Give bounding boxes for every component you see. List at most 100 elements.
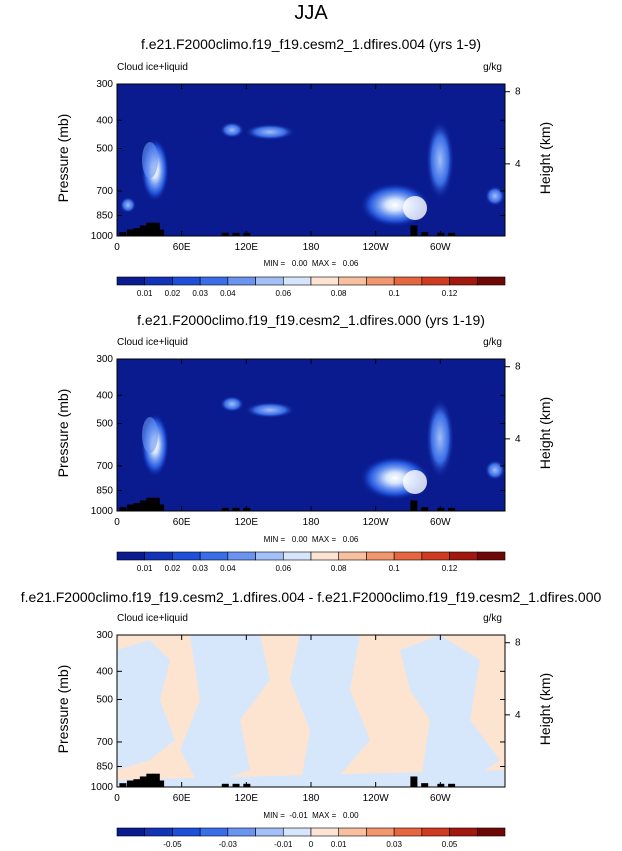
pressure-tick-label: 1000 <box>91 782 114 793</box>
longitude-tick-label: 60W <box>430 242 451 253</box>
longitude-tick-label: 180 <box>303 517 320 528</box>
terrain-bar <box>157 229 165 236</box>
colorbar-swatch <box>282 276 312 286</box>
colorbar-swatch <box>227 276 256 286</box>
terrain-bar <box>119 507 127 511</box>
height-tick-label: 4 <box>515 159 521 170</box>
pressure-tick-label: 700 <box>96 461 113 472</box>
terrain-bar <box>119 783 127 787</box>
colorbar-swatch <box>393 276 423 286</box>
colorbar-swatch <box>255 276 284 286</box>
terrain-bar <box>232 783 240 787</box>
terrain-bar <box>232 232 240 236</box>
colorbar-swatch <box>116 551 146 561</box>
terrain-bar <box>221 232 229 236</box>
terrain-bar <box>421 507 429 511</box>
longitude-tick-label: 60E <box>173 517 191 528</box>
pressure-tick-label: 400 <box>96 666 113 677</box>
colorbar-swatch <box>116 827 146 837</box>
longitude-tick-label: 60W <box>430 793 451 804</box>
colorbar-swatch <box>227 827 256 837</box>
terrain-bar <box>133 503 141 511</box>
colorbar-label: 0.12 <box>442 289 458 298</box>
terrain-bar <box>410 225 418 236</box>
colorbar-label: 0.06 <box>275 289 291 298</box>
longitude-tick-label: 120W <box>363 242 390 253</box>
pressure-tick-label: 850 <box>96 210 113 221</box>
panel-1-field <box>117 84 505 236</box>
colorbar-swatch <box>449 551 478 561</box>
height-tick-label: 4 <box>515 434 521 445</box>
colorbar-swatch <box>338 276 367 286</box>
terrain-bar <box>119 232 127 236</box>
colorbar-label: 0.04 <box>220 289 236 298</box>
longitude-tick-label: 0 <box>114 242 120 253</box>
terrain-bar <box>139 225 147 236</box>
colorbar-swatch <box>421 276 450 286</box>
pressure-tick-label: 300 <box>96 630 113 641</box>
height-tick-label: 8 <box>515 638 521 649</box>
colorbar-swatch <box>338 827 367 837</box>
colorbar-swatch <box>144 827 173 837</box>
colorbar-label: 0.02 <box>165 289 181 298</box>
pressure-tick-label: 300 <box>96 354 113 365</box>
pressure-tick-label: 850 <box>96 761 113 772</box>
pressure-tick-label: 300 <box>96 79 113 90</box>
pressure-tick-label: 1000 <box>91 506 114 517</box>
colorbar-label: 0.08 <box>331 564 347 573</box>
colorbar-label: 0.03 <box>192 564 208 573</box>
terrain-bar <box>448 783 456 787</box>
colorbar-swatch <box>476 276 506 286</box>
colorbar-swatch <box>393 551 423 561</box>
longitude-tick-label: 0 <box>114 793 120 804</box>
panel-2-variable-label: Cloud ice+liquid <box>117 337 188 348</box>
pressure-tick-label: 500 <box>96 418 113 429</box>
colorbar-swatch <box>199 827 229 837</box>
colorbar-swatch <box>144 551 173 561</box>
page-title: JJA <box>294 2 328 24</box>
colorbar-swatch <box>255 827 284 837</box>
colorbar-swatch <box>310 551 340 561</box>
colorbar-swatch <box>366 827 395 837</box>
terrain-bar <box>133 779 141 787</box>
panel-2-title: f.e21.F2000climo.f19_f19.cesm2_1.dfires.… <box>137 312 485 328</box>
longitude-tick-label: 120W <box>363 517 390 528</box>
colorbar-swatch <box>366 276 395 286</box>
terrain-bar <box>410 776 418 787</box>
colorbar-swatch <box>255 551 284 561</box>
panel-2-minmax: MIN = 0.00 MAX = 0.06 <box>263 535 359 544</box>
colorbar-swatch <box>421 551 450 561</box>
terrain-bar <box>221 507 229 511</box>
colorbar-label: 0.1 <box>389 289 401 298</box>
colorbar-swatch <box>199 276 229 286</box>
colorbar-swatch <box>393 827 423 837</box>
colorbar-label: 0.01 <box>331 840 347 849</box>
colorbar-swatch <box>172 551 201 561</box>
pressure-tick-label: 1000 <box>91 231 114 242</box>
longitude-tick-label: 60E <box>173 242 191 253</box>
longitude-tick-label: 120E <box>235 242 259 253</box>
terrain-bar <box>126 780 134 787</box>
terrain-mask <box>119 222 456 787</box>
colorbar-swatch <box>338 551 367 561</box>
panel-3-units-label: g/kg <box>483 613 502 624</box>
colorbar-swatch <box>116 276 146 286</box>
panel-1-title: f.e21.F2000climo.f19_f19.cesm2_1.dfires.… <box>140 36 482 52</box>
terrain-bar <box>448 232 456 236</box>
terrain-bar <box>146 222 154 236</box>
terrain-bar <box>157 504 165 511</box>
colorbar-label: 0.04 <box>220 564 236 573</box>
pressure-tick-label: 400 <box>96 115 113 126</box>
colorbar-label: 0 <box>309 840 314 849</box>
colorbar-swatch <box>227 551 256 561</box>
colorbar-swatch <box>144 276 173 286</box>
panel-1-variable-label: Cloud ice+liquid <box>117 62 188 73</box>
terrain-bar <box>133 228 141 236</box>
colorbar-swatch <box>421 827 450 837</box>
colorbar-swatch <box>476 827 506 837</box>
terrain-bar <box>146 773 154 787</box>
pressure-tick-label: 400 <box>96 390 113 401</box>
longitude-tick-label: 60E <box>173 793 191 804</box>
terrain-bar <box>152 222 160 236</box>
colorbar-swatch <box>172 827 201 837</box>
